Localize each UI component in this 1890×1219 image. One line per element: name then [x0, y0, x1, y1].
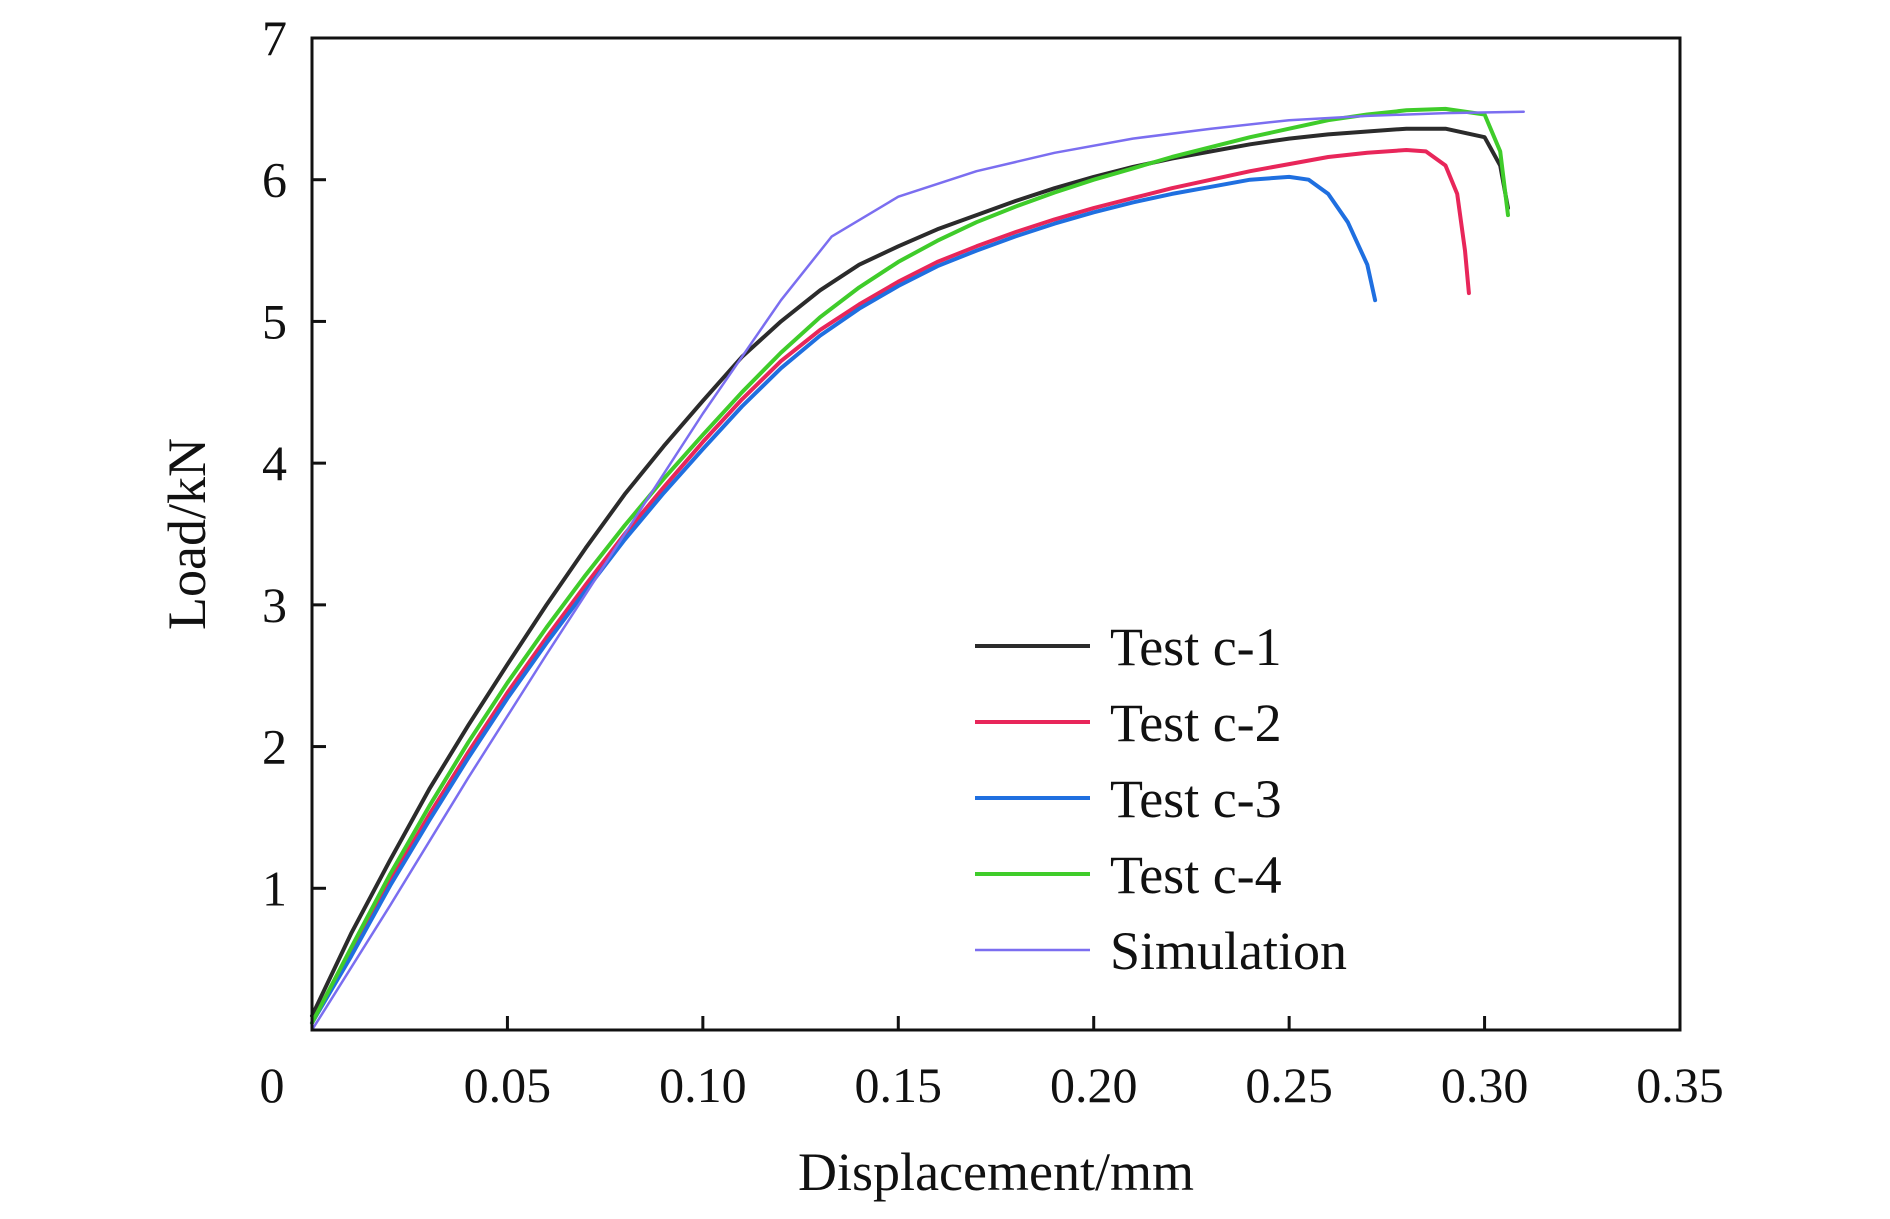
plot-frame: [310, 36, 1682, 1032]
y-tick-label: 5: [262, 293, 287, 349]
y-axis: 1 2 3 4 5 6 7: [262, 10, 326, 916]
x-axis-title: Displacement/mm: [798, 1142, 1194, 1202]
x-tick-label: 0.10: [659, 1057, 747, 1113]
y-tick-label: 3: [262, 577, 287, 633]
x-tick-label: 0.30: [1441, 1057, 1529, 1113]
series-layer: [310, 106, 1525, 1032]
x-tick-label: 0.35: [1636, 1057, 1724, 1113]
y-tick-label: 4: [262, 435, 287, 491]
y-tick-label: 2: [262, 719, 287, 775]
legend-label-2: Test c-2: [1110, 693, 1282, 753]
x-tick-label: 0.05: [464, 1057, 552, 1113]
y-tick-label: 6: [262, 152, 287, 208]
x-tick-label: 0.15: [855, 1057, 943, 1113]
y-tick-label: 1: [262, 860, 287, 916]
series-line-5: [310, 110, 1525, 1032]
legend-label-5: Simulation: [1110, 921, 1347, 981]
x-tick-label: 0.25: [1245, 1057, 1333, 1113]
legend-label-1: Test c-1: [1110, 617, 1282, 677]
y-tick-label: 7: [262, 10, 287, 66]
y-axis-title: Load/kN: [157, 438, 217, 630]
series-line-3: [310, 174, 1378, 1025]
x-axis: 0 0.05 0.10 0.15 0.20 0.25 0.30 0.35: [260, 1016, 1724, 1113]
series-line-2: [310, 148, 1471, 1025]
legend-label-4: Test c-4: [1110, 845, 1282, 905]
x-tick-label: 0: [260, 1057, 285, 1113]
x-tick-label: 0.20: [1050, 1057, 1138, 1113]
series-line-4: [310, 106, 1510, 1025]
legend-label-3: Test c-3: [1110, 769, 1282, 829]
legend: Test c-1 Test c-2 Test c-3 Test c-4 Simulati…: [975, 617, 1347, 981]
series-line-1: [310, 126, 1510, 1018]
